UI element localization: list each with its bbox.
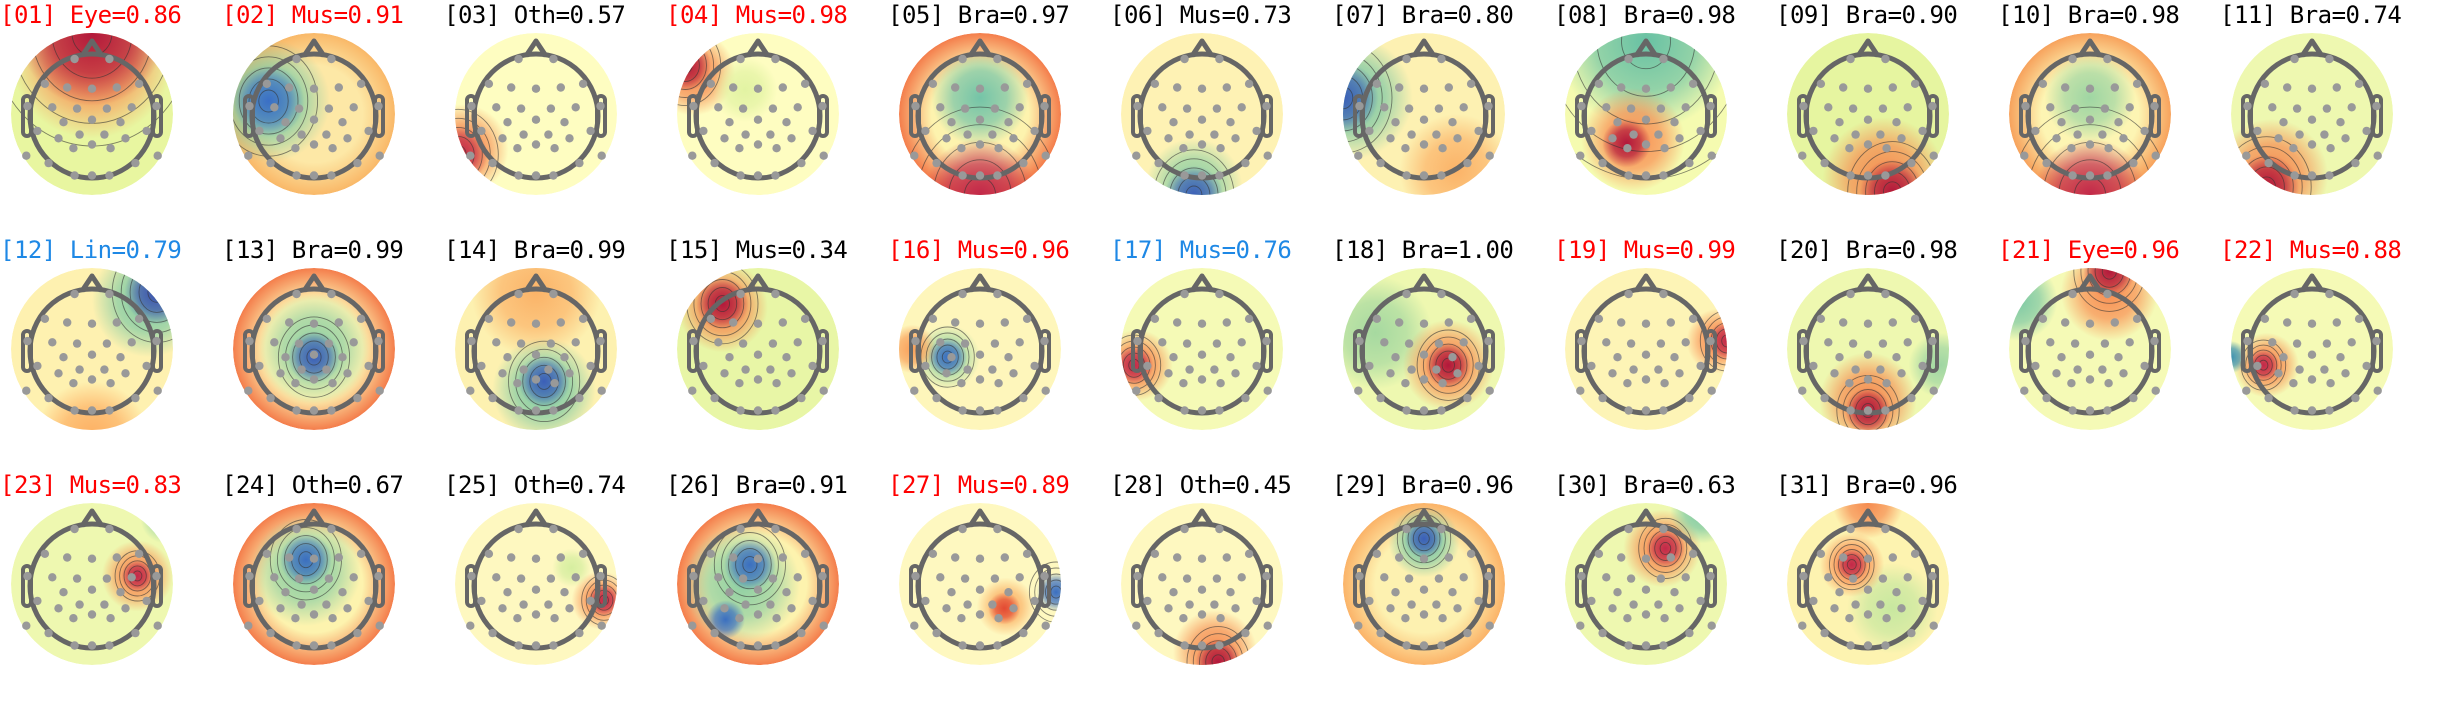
component-label: [27] Mus=0.89 — [888, 471, 1070, 499]
component-09: [09] Bra=0.90 — [1776, 0, 1998, 235]
component-label: [26] Bra=0.91 — [666, 471, 848, 499]
component-02: [02] Mus=0.91 — [222, 0, 444, 235]
component-label: [22] Mus=0.88 — [2220, 236, 2402, 264]
topomap-06 — [1121, 33, 1283, 195]
component-24: [24] Oth=0.67 — [222, 470, 444, 705]
component-label: [16] Mus=0.96 — [888, 236, 1070, 264]
component-label: [25] Oth=0.74 — [444, 471, 626, 499]
topomap-12 — [11, 268, 173, 430]
topomap-09 — [1787, 33, 1949, 195]
topomap-13 — [233, 268, 395, 430]
topomap-04 — [677, 33, 839, 195]
topomap-29 — [1343, 503, 1505, 665]
component-21: [21] Eye=0.96 — [1998, 235, 2220, 470]
topomap-02 — [233, 33, 395, 195]
component-19: [19] Mus=0.99 — [1554, 235, 1776, 470]
component-16: [16] Mus=0.96 — [888, 235, 1110, 470]
component-label: [23] Mus=0.83 — [0, 471, 182, 499]
component-label: [10] Bra=0.98 — [1998, 1, 2180, 29]
component-04: [04] Mus=0.98 — [666, 0, 888, 235]
component-27: [27] Mus=0.89 — [888, 470, 1110, 705]
component-label: [30] Bra=0.63 — [1554, 471, 1736, 499]
component-label: [21] Eye=0.96 — [1998, 236, 2180, 264]
topomap-14 — [455, 268, 617, 430]
topomap-01 — [11, 33, 173, 195]
component-label: [29] Bra=0.96 — [1332, 471, 1514, 499]
topomap-16 — [899, 268, 1061, 430]
component-06: [06] Mus=0.73 — [1110, 0, 1332, 235]
component-label: [12] Lin=0.79 — [0, 236, 182, 264]
component-29: [29] Bra=0.96 — [1332, 470, 1554, 705]
component-label: [05] Bra=0.97 — [888, 1, 1070, 29]
topomap-26 — [677, 503, 839, 665]
component-label: [17] Mus=0.76 — [1110, 236, 1292, 264]
component-15: [15] Mus=0.34 — [666, 235, 888, 470]
topomap-08 — [1565, 33, 1727, 195]
component-14: [14] Bra=0.99 — [444, 235, 666, 470]
component-label: [15] Mus=0.34 — [666, 236, 848, 264]
component-25: [25] Oth=0.74 — [444, 470, 666, 705]
component-26: [26] Bra=0.91 — [666, 470, 888, 705]
component-03: [03] Oth=0.57 — [444, 0, 666, 235]
component-label: [08] Bra=0.98 — [1554, 1, 1736, 29]
component-label: [06] Mus=0.73 — [1110, 1, 1292, 29]
component-31: [31] Bra=0.96 — [1776, 470, 1998, 705]
component-13: [13] Bra=0.99 — [222, 235, 444, 470]
component-label: [01] Eye=0.86 — [0, 1, 182, 29]
component-label: [03] Oth=0.57 — [444, 1, 626, 29]
component-label: [20] Bra=0.98 — [1776, 236, 1958, 264]
component-label: [02] Mus=0.91 — [222, 1, 404, 29]
component-11: [11] Bra=0.74 — [2220, 0, 2438, 235]
topomap-11 — [2231, 33, 2393, 195]
component-10: [10] Bra=0.98 — [1998, 0, 2220, 235]
component-label: [19] Mus=0.99 — [1554, 236, 1736, 264]
component-23: [23] Mus=0.83 — [0, 470, 222, 705]
topomap-17 — [1121, 268, 1283, 430]
topomap-20 — [1787, 268, 1949, 430]
component-12: [12] Lin=0.79 — [0, 235, 222, 470]
component-label: [31] Bra=0.96 — [1776, 471, 1958, 499]
component-22: [22] Mus=0.88 — [2220, 235, 2438, 470]
component-label: [24] Oth=0.67 — [222, 471, 404, 499]
topomap-24 — [233, 503, 395, 665]
topomap-22 — [2231, 268, 2393, 430]
topomap-21 — [2009, 268, 2171, 430]
component-label: [04] Mus=0.98 — [666, 1, 848, 29]
topomap-03 — [455, 33, 617, 195]
topomap-07 — [1343, 33, 1505, 195]
topomap-28 — [1121, 503, 1283, 665]
component-label: [13] Bra=0.99 — [222, 236, 404, 264]
topomap-15 — [677, 268, 839, 430]
component-07: [07] Bra=0.80 — [1332, 0, 1554, 235]
component-label: [11] Bra=0.74 — [2220, 1, 2402, 29]
component-label: [28] Oth=0.45 — [1110, 471, 1292, 499]
topomap-30 — [1565, 503, 1727, 665]
component-label: [07] Bra=0.80 — [1332, 1, 1514, 29]
component-17: [17] Mus=0.76 — [1110, 235, 1332, 470]
topomap-25 — [455, 503, 617, 665]
component-20: [20] Bra=0.98 — [1776, 235, 1998, 470]
component-label: [14] Bra=0.99 — [444, 236, 626, 264]
topomap-27 — [899, 503, 1061, 665]
topomap-19 — [1565, 268, 1727, 430]
component-08: [08] Bra=0.98 — [1554, 0, 1776, 235]
component-label: [18] Bra=1.00 — [1332, 236, 1514, 264]
component-01: [01] Eye=0.86 — [0, 0, 222, 235]
topomap-05 — [899, 33, 1061, 195]
topomap-23 — [11, 503, 173, 665]
topomap-18 — [1343, 268, 1505, 430]
component-label: [09] Bra=0.90 — [1776, 1, 1958, 29]
component-05: [05] Bra=0.97 — [888, 0, 1110, 235]
topomap-10 — [2009, 33, 2171, 195]
component-30: [30] Bra=0.63 — [1554, 470, 1776, 705]
component-18: [18] Bra=1.00 — [1332, 235, 1554, 470]
component-28: [28] Oth=0.45 — [1110, 470, 1332, 705]
topomap-31 — [1787, 503, 1949, 665]
